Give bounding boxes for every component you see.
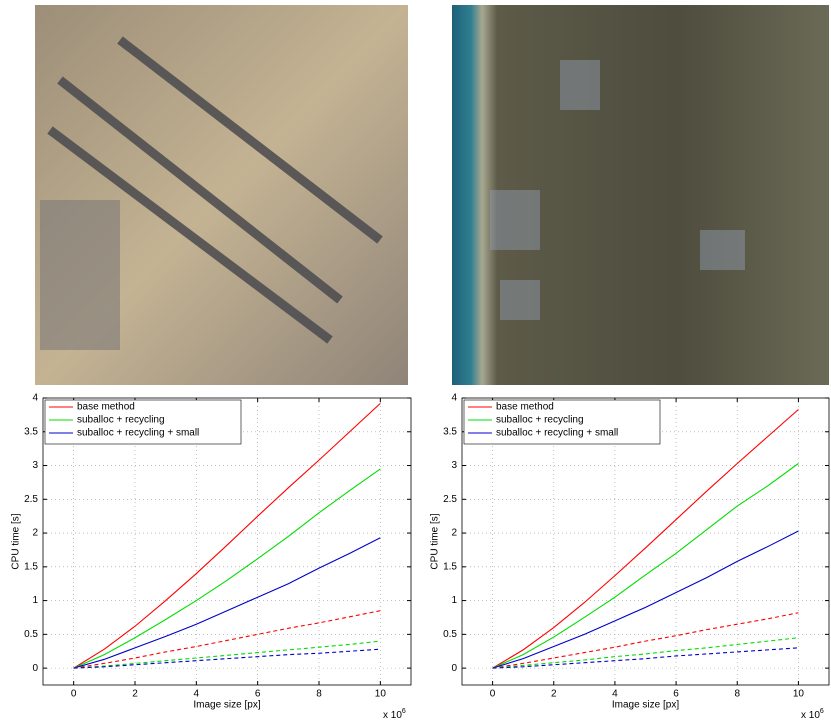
satellite-image [35, 5, 408, 385]
y-tick-label: 2 [32, 528, 38, 539]
y-tick-label: 1.5 [443, 561, 457, 572]
x-multiplier: x 106 [801, 708, 824, 720]
y-tick-label: 1.5 [24, 561, 38, 572]
y-axis-label: CPU time [s] [430, 513, 441, 569]
y-tick-label: 0.5 [24, 629, 38, 640]
legend-label: suballoc + recycling [77, 415, 165, 426]
x-tick-label: 8 [734, 689, 740, 700]
y-tick-label: 3.5 [443, 426, 457, 437]
x-axis-label: Image size [px] [612, 700, 679, 711]
x-multiplier: x 106 [383, 708, 406, 720]
legend-label: base method [496, 402, 554, 413]
legend-label: suballoc + recycling [496, 415, 584, 426]
y-tick-label: 1 [451, 595, 457, 606]
satellite-image [452, 5, 829, 385]
x-multiplier-exponent: 6 [820, 708, 824, 715]
x-tick-label: 6 [673, 689, 679, 700]
x-multiplier-base: x 10 [801, 710, 820, 720]
y-tick-label: 1 [32, 595, 38, 606]
y-tick-label: 4 [32, 393, 38, 404]
x-tick-label: 6 [255, 689, 261, 700]
x-axis-label: Image size [px] [193, 700, 260, 711]
y-tick-label: 3 [451, 460, 457, 471]
y-tick-label: 3 [32, 460, 38, 471]
legend-label: suballoc + recycling + small [496, 428, 618, 439]
y-tick-label: 2 [451, 528, 457, 539]
legend-label: base method [77, 402, 135, 413]
x-tick-label: 2 [132, 689, 138, 700]
legend-label: suballoc + recycling + small [77, 428, 199, 439]
y-tick-label: 2.5 [443, 494, 457, 505]
x-tick-label: 2 [551, 689, 557, 700]
x-tick-label: 4 [194, 689, 200, 700]
y-tick-label: 2.5 [24, 494, 38, 505]
x-tick-label: 0 [490, 689, 496, 700]
figure: 00.511.522.533.540246810Image size [px]C… [0, 0, 831, 720]
x-tick-label: 0 [71, 689, 77, 700]
y-tick-label: 3.5 [24, 426, 38, 437]
x-tick-label: 10 [793, 689, 805, 700]
x-tick-label: 10 [375, 689, 387, 700]
y-tick-label: 4 [451, 393, 457, 404]
x-tick-label: 8 [316, 689, 322, 700]
y-tick-label: 0 [451, 663, 457, 674]
y-tick-label: 0 [32, 663, 38, 674]
y-axis-label: CPU time [s] [11, 513, 22, 569]
x-tick-label: 4 [612, 689, 618, 700]
y-tick-label: 0.5 [443, 629, 457, 640]
x-multiplier-exponent: 6 [402, 708, 406, 715]
x-multiplier-base: x 10 [383, 710, 402, 720]
